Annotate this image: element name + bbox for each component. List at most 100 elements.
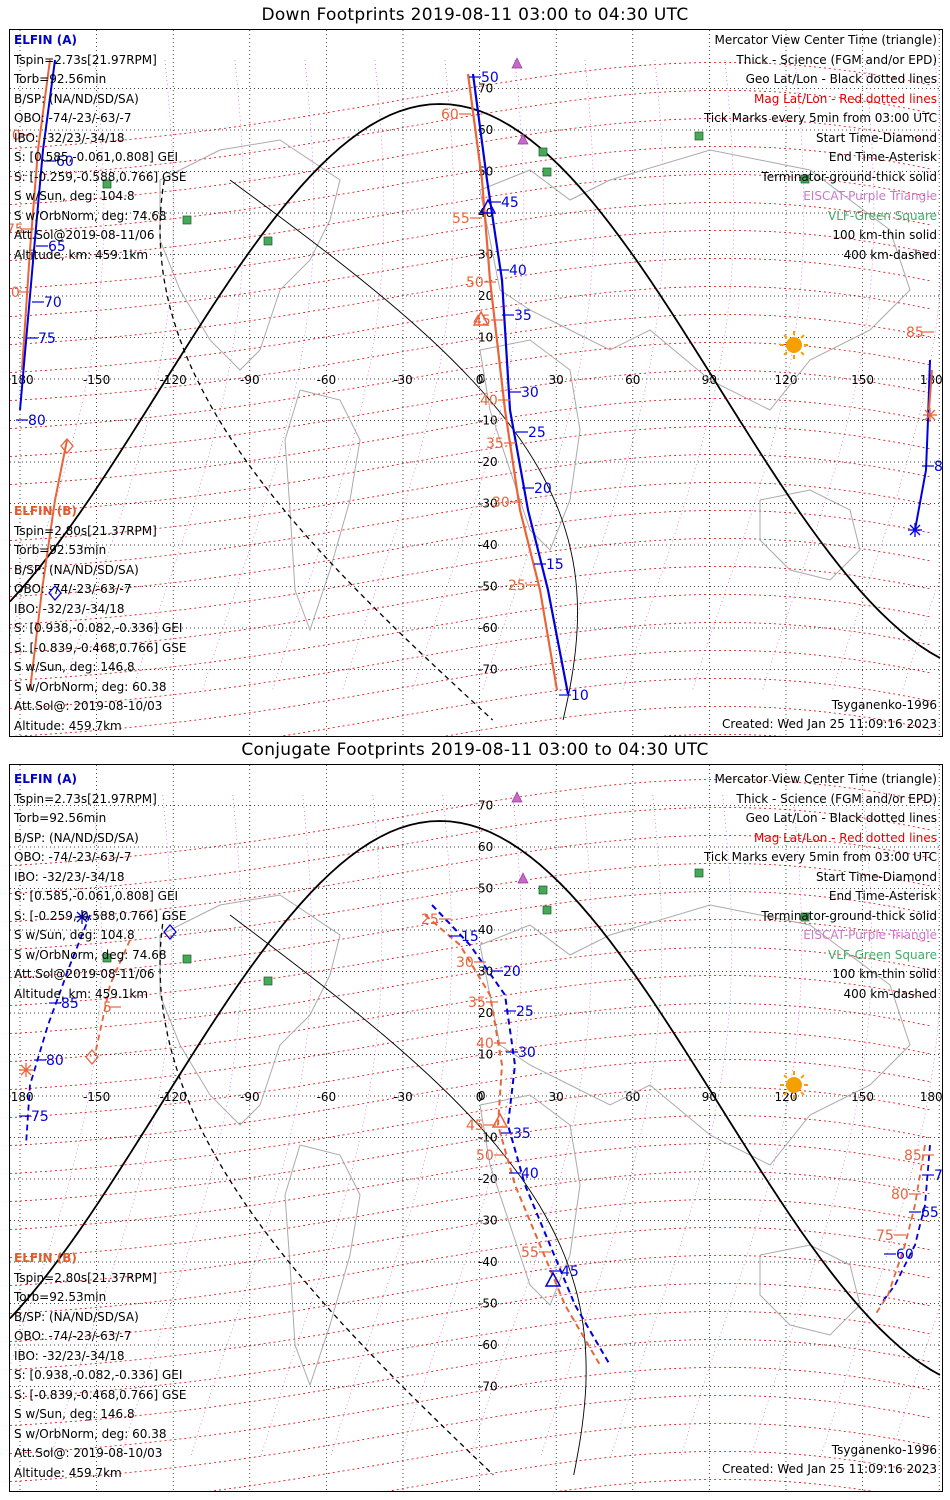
vlf-square [263, 236, 273, 246]
elfin-a-line: B/SP: (NA/ND/SD/SA) [14, 91, 139, 106]
lon-tick-label: -150 [83, 373, 110, 387]
elfin-a-title: ELFIN (A) [14, 772, 77, 786]
legend-item: VLF-Green Square [828, 208, 937, 223]
legend-item: Tick Marks every 5min from 03:00 UTC [703, 850, 937, 864]
mag-lon-line [261, 794, 383, 1456]
center-time-triangle [472, 310, 490, 326]
orbit-time-label: 75 [10, 222, 24, 238]
orbit-time-label: 45 [466, 1118, 484, 1134]
legend-item: End Time-Asterisk [828, 150, 937, 164]
orbit-time-label: 30 [456, 955, 474, 971]
elfin-b-orbit-left-2 [29, 439, 68, 691]
center-time-triangle [479, 198, 497, 214]
orbit-time-label: 65 [48, 239, 66, 255]
mag-lon-line [331, 794, 453, 1456]
lon-tick-label: 0 [476, 1090, 484, 1104]
elfin-a-line: IBO: -32/23/-34/18 [14, 130, 125, 145]
conjugate-footprints-map: -180-150-120-90-60-300306090120150180706… [9, 764, 943, 1492]
legend-item: Geo Lat/Lon - Black dotted lines [745, 811, 937, 825]
created-label: Created: Wed Jan 25 11:09:16 2023 [722, 1462, 937, 1476]
mag-lon-line [202, 59, 315, 691]
mag-lon-line [272, 59, 385, 691]
orbit-time-label: 20 [534, 481, 552, 497]
orbit-time-label: 5 [103, 1000, 112, 1016]
sun-ray [800, 1074, 805, 1079]
terminator-line [10, 820, 941, 1376]
mag-lon-line [132, 59, 245, 691]
map-canvas: -180-150-120-90-60-300306090120150180706… [10, 765, 942, 1491]
vlf-square [102, 953, 112, 963]
orbit-time-label: 50 [481, 70, 499, 86]
mag-lon-line [62, 59, 175, 691]
orbit-time-label: 85 [906, 325, 924, 341]
orbit-time-label: 30 [518, 1045, 536, 1061]
elfin-b-line: IBO: -32/23/-34/18 [14, 601, 125, 616]
eiscat-triangle [511, 57, 523, 69]
elfin-a-line: Att.Sol@2019-08-11/06 [14, 967, 155, 981]
orbit-time-label: 70 [44, 295, 62, 311]
legend-item: 400 km-dashed [843, 247, 937, 262]
legend-item: Start Time-Diamond [815, 869, 937, 884]
panel-2-title: Conjugate Footprints 2019-08-11 03:00 to… [241, 740, 709, 760]
elfin-a-line: S: [0.585,-0.061,0.808] GEI [14, 150, 179, 164]
lon-tick-label: 60 [625, 373, 640, 387]
orbit-time-label: 40 [480, 393, 498, 409]
lat-tick-label: -70 [478, 663, 498, 677]
mag-lat-line [10, 1170, 931, 1258]
mag-lon-line [832, 59, 942, 691]
start-diamond [163, 924, 177, 940]
start-diamond [48, 585, 62, 601]
lat-tick-label: -60 [478, 1338, 498, 1352]
vlf-square [102, 179, 112, 189]
vlf-square [538, 147, 548, 157]
elfin-b-line: Altitude: 459.7km [14, 1465, 122, 1480]
elfin-b-line: B/SP: (NA/ND/SD/SA) [14, 562, 139, 577]
orbit-time-label: 25 [421, 912, 439, 928]
down-footprints-map: -180-150-120-90-60-300306090120150180706… [9, 29, 943, 737]
orbit-time-label: 40 [521, 1166, 539, 1182]
continent-outline [479, 1094, 581, 1306]
elfin-b-line: IBO: -32/23/-34/18 [14, 1348, 125, 1363]
elfin-b-info: ELFIN (B) Tspin=2.80s[21.37RPM] Torb=92.… [14, 502, 187, 736]
legend-item: Terminator-ground-thick solid [761, 908, 937, 923]
mag-lon-line [541, 794, 663, 1456]
elfin-b-title: ELFIN (B) [14, 1251, 77, 1265]
legend-item: EISCAT-Purple Triangle [803, 928, 937, 942]
continent-outline [479, 904, 911, 1166]
sun-ray [800, 1091, 805, 1096]
orbit-time-label: 30 [521, 385, 539, 401]
lon-tick-label: 0 [476, 373, 484, 387]
elfin-a-info: ELFIN (A) Tspin=2.73s[21.97RPM] Torb=92.… [14, 31, 187, 265]
orbit-time-label: 25 [508, 578, 526, 594]
lon-tick-label: 120 [775, 1090, 798, 1104]
elfin-b-line: S w/OrbNorm, deg: 60.38 [14, 679, 167, 694]
vlf-square [694, 131, 704, 141]
footprint-100km-line [229, 914, 587, 1476]
elfin-b-orbit [466, 73, 559, 691]
model-label: Tsyganenko-1996 [831, 1443, 937, 1457]
orbit-time-label: 25 [516, 1004, 534, 1020]
elfin-b-line: S: [0.938,-0.082,-0.336] GEI [14, 1368, 183, 1382]
orbit-time-label: 15 [461, 929, 479, 945]
lon-tick-label: 30 [549, 1090, 564, 1104]
mag-lon-line [10, 59, 105, 638]
end-asterisk [76, 911, 88, 923]
sun-icon [786, 1077, 802, 1093]
eiscat-triangle [511, 791, 523, 803]
end-asterisk [909, 524, 921, 536]
orbit-time-label: 60 [56, 154, 74, 170]
orbit-time-label: 70 [10, 128, 21, 144]
mag-lat-line [10, 1002, 931, 1090]
elfin-b-line: OBO: -74/-23/-63/-7 [14, 582, 132, 596]
elfin-b-line: B/SP: (NA/ND/SD/SA) [14, 1309, 139, 1324]
elfin-a-orbit-left [25, 914, 91, 1146]
elfin-b-line: S w/OrbNorm, deg: 60.38 [14, 1426, 167, 1441]
created-label: Created: Wed Jan 25 11:09:16 2023 [722, 717, 937, 731]
vlf-square [182, 954, 192, 964]
legend-item: Mag Lat/Lon - Red dotted lines [753, 830, 937, 845]
elfin-a-line: OBO: -74/-23/-63/-7 [14, 850, 132, 864]
lat-tick-label: -50 [478, 1297, 498, 1311]
lat-tick-label: -20 [478, 455, 498, 469]
orbit-time-label: 60 [441, 107, 459, 123]
orbit-time-label: 45 [501, 195, 519, 211]
